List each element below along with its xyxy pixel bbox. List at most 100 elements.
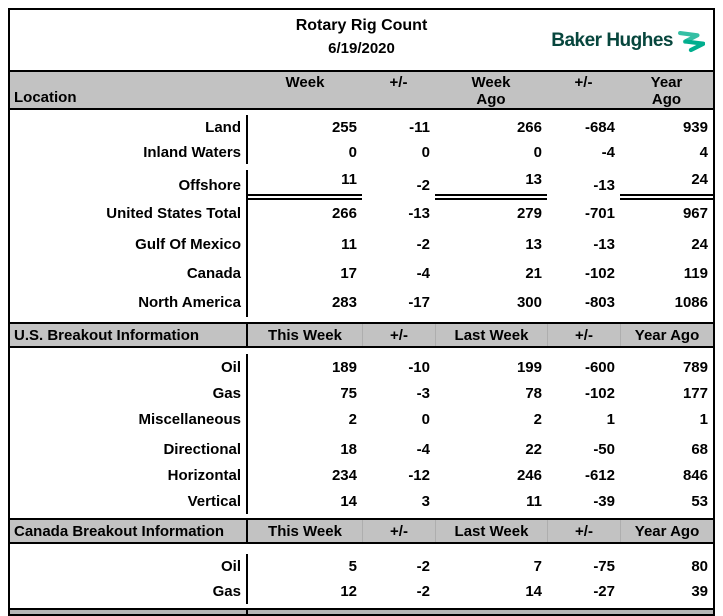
year-ago-column-header: Year Ago xyxy=(620,520,713,542)
cell-this-week: 2 xyxy=(348,410,357,428)
row-label: Oil xyxy=(10,354,248,380)
cell-change: -12 xyxy=(408,466,430,484)
cell-year-ago: 53 xyxy=(691,492,708,510)
baker-hughes-wordmark: Baker Hughes xyxy=(551,30,673,51)
cell-last-week: 22 xyxy=(525,440,542,458)
cell-change-ya: -612 xyxy=(584,466,615,484)
cell-last-week: 246 xyxy=(516,466,542,484)
row-label: Canada xyxy=(10,259,248,288)
cell-year-ago: 846 xyxy=(682,466,708,484)
cell-year-ago: 967 xyxy=(682,204,708,222)
change-column-header: +/- xyxy=(389,74,408,91)
row-label: Vertical xyxy=(10,488,248,514)
cell-last-week: 78 xyxy=(525,384,542,402)
cell-last-week: 199 xyxy=(516,358,542,376)
cell-change: 0 xyxy=(421,143,430,161)
double-chevron-icon xyxy=(678,30,705,53)
table-row-us-directional: Directional 18 -4 22 -50 68 xyxy=(10,436,713,462)
this-week-column-header: This Week xyxy=(268,522,342,540)
table-row-us-horizontal: Horizontal 234 -12 246 -612 846 xyxy=(10,462,713,488)
cell-change: -2 xyxy=(416,558,430,575)
cell-this-week: 5 xyxy=(348,558,357,575)
cell-change: -11 xyxy=(409,119,430,136)
row-label: North America xyxy=(10,288,248,317)
week-column-header: Week xyxy=(285,74,325,91)
cell-change-ya: -75 xyxy=(593,558,615,575)
table-row-north-america: North America 283 -17 300 -803 1086 xyxy=(10,288,713,317)
row-label: Offshore xyxy=(10,170,248,200)
cell-year-ago: 177 xyxy=(682,384,708,402)
cell-change-ya: -684 xyxy=(584,119,615,136)
change-column-header: +/- xyxy=(362,520,435,542)
cell-week-ago: 0 xyxy=(533,143,542,161)
cell-change: -2 xyxy=(416,236,430,253)
change-column-header: +/- xyxy=(362,324,435,346)
row-label: Directional xyxy=(10,436,248,462)
cell-year-ago: 1086 xyxy=(674,294,708,311)
table-row-us-vertical: Vertical 14 3 11 -39 53 xyxy=(10,488,713,514)
cell-year-ago: 80 xyxy=(691,558,708,575)
cell-change: -2 xyxy=(416,176,430,194)
cell-week-ago: 300 xyxy=(516,294,542,311)
cell-week: 0 xyxy=(348,143,357,161)
cell-last-week: 2 xyxy=(533,410,542,428)
cell-last-week: 7 xyxy=(533,558,542,575)
cell-change-ya: -102 xyxy=(584,384,615,402)
cell-change: 0 xyxy=(421,410,430,428)
cell-week: 283 xyxy=(331,294,357,311)
cell-week-ago: 13 xyxy=(525,236,542,253)
cell-change: -4 xyxy=(416,265,430,282)
cell-this-week: 18 xyxy=(340,440,357,458)
row-spacer xyxy=(10,432,713,436)
table-row-us-oil: Oil 189 -10 199 -600 789 xyxy=(10,354,713,380)
cell-week: 255 xyxy=(331,119,357,136)
cell-week: 11 xyxy=(341,236,357,253)
cell-change-ya: -13 xyxy=(593,176,615,194)
week-ago-column-header: Week Ago xyxy=(471,74,511,108)
canada-breakout-header-row: Canada Breakout Information This Week +/… xyxy=(10,518,713,544)
row-label: Land xyxy=(10,115,248,140)
cell-week-ago: 21 xyxy=(525,265,542,282)
cell-this-week: 75 xyxy=(340,384,357,402)
row-spacer xyxy=(10,226,713,230)
cell-year-ago: 939 xyxy=(682,119,708,136)
change2-column-header: +/- xyxy=(574,74,593,91)
cell-change: 3 xyxy=(421,492,430,510)
row-label: Gas xyxy=(10,380,248,406)
cell-week-ago: 13 xyxy=(435,164,547,200)
cell-year-ago: 68 xyxy=(691,440,708,458)
cell-this-week: 189 xyxy=(331,358,357,376)
cell-change: -13 xyxy=(408,204,430,222)
row-label: Gulf Of Mexico xyxy=(10,230,248,259)
table-row-us-gas: Gas 75 -3 78 -102 177 xyxy=(10,380,713,406)
last-week-column-header: Last Week xyxy=(435,324,547,346)
cell-change: -2 xyxy=(416,583,430,600)
table-row-us-total: United States Total 266 -13 279 -701 967 xyxy=(10,200,713,226)
table-row-offshore: Offshore 11 -2 13 -13 24 xyxy=(10,164,713,200)
table-row-land: Land 255 -11 266 -684 939 xyxy=(10,115,713,140)
cell-year-ago: 24 xyxy=(620,164,713,200)
table-row-inland-waters: Inland Waters 0 0 0 -4 4 xyxy=(10,140,713,164)
cell-year-ago: 1 xyxy=(699,410,708,428)
row-label: Oil xyxy=(10,554,248,579)
baker-hughes-logo: Baker Hughes xyxy=(551,28,705,54)
year-ago-column-header: Year Ago xyxy=(620,324,713,346)
cell-year-ago: 24 xyxy=(691,236,708,253)
divider-spacer xyxy=(10,610,248,614)
canada-breakout-title: Canada Breakout Information xyxy=(10,520,248,542)
cell-week: 266 xyxy=(331,204,357,222)
cell-change-ya: -50 xyxy=(593,440,615,458)
table-row-ca-oil: Oil 5 -2 7 -75 80 xyxy=(10,554,713,579)
cell-last-week: 14 xyxy=(525,583,542,600)
cell-change-ya: -4 xyxy=(601,143,615,161)
cell-change-ya: -13 xyxy=(593,236,615,253)
row-label: Gas xyxy=(10,579,248,604)
us-breakout-title: U.S. Breakout Information xyxy=(10,324,248,346)
cell-this-week: 12 xyxy=(340,583,357,600)
rig-count-report: Rotary Rig Count 6/19/2020 Baker Hughes … xyxy=(8,8,715,616)
cell-year-ago: 119 xyxy=(683,265,708,282)
row-label: Miscellaneous xyxy=(10,406,248,432)
cell-change-ya: -600 xyxy=(584,358,615,376)
this-week-column-header: This Week xyxy=(268,326,342,344)
last-week-column-header: Last Week xyxy=(435,520,547,542)
